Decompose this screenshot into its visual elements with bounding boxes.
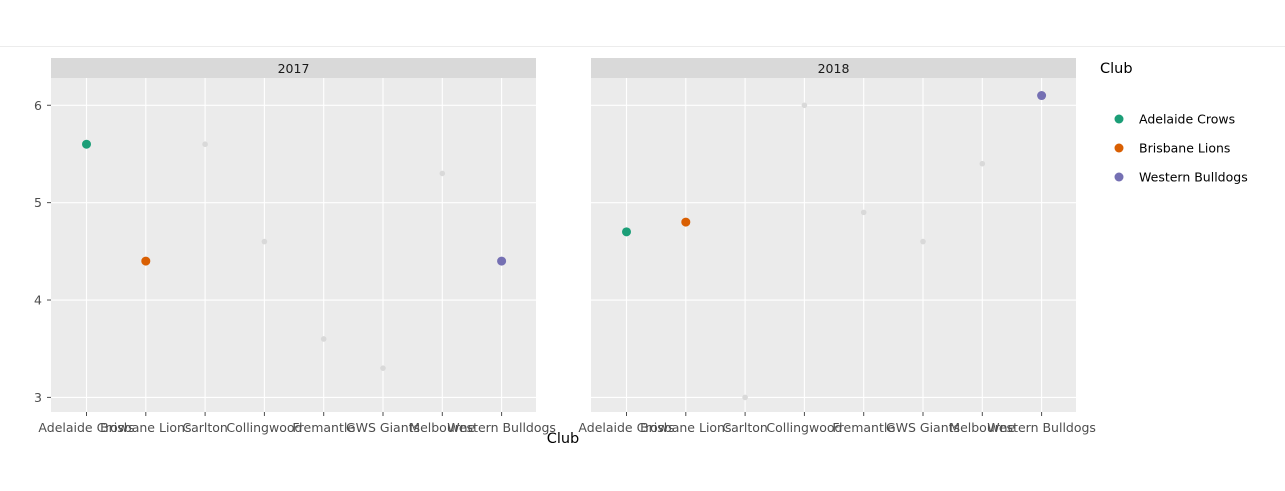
x-tick-label: Adelaide Crows: [38, 420, 134, 435]
x-tick-label: Adelaide Crows: [578, 420, 674, 435]
x-tick-label: Carlton: [722, 420, 767, 435]
data-point: [82, 139, 91, 149]
y-tick-label: 4: [34, 293, 42, 308]
legend-marker: [1114, 143, 1124, 153]
x-tick-label: Western Bulldogs: [447, 420, 556, 435]
data-point: [141, 256, 151, 266]
data-point: [497, 256, 507, 266]
data-point-muted: [860, 209, 867, 216]
facet-strip: [51, 58, 536, 78]
panel-background: [591, 78, 1076, 412]
x-tick-label: Collingwood: [766, 420, 842, 435]
legend-marker: [1114, 114, 1124, 124]
legend-label: Adelaide Crows: [1139, 112, 1235, 127]
legend-title: Club: [1100, 61, 1133, 77]
x-tick-label: Fremantle: [292, 420, 355, 435]
x-tick-label: Brisbane Lions: [640, 420, 731, 435]
x-tick-label: Western Bulldogs: [987, 420, 1096, 435]
x-tick-label: Collingwood: [226, 420, 302, 435]
data-point: [622, 227, 631, 237]
facet-strip: [591, 58, 1076, 78]
x-tick-label: Melbourne: [409, 420, 475, 435]
data-point-muted: [202, 141, 208, 148]
data-point-muted: [920, 238, 926, 245]
facet-strip-label: 2018: [818, 61, 850, 76]
data-point-muted: [439, 170, 446, 177]
y-tick-label: 6: [34, 98, 42, 113]
x-tick-label: GWS Giants: [886, 420, 960, 435]
data-point-muted: [380, 365, 386, 371]
data-point: [681, 217, 691, 227]
facet-strip-label: 2017: [278, 61, 310, 76]
top-divider: [0, 46, 1285, 47]
data-point-muted: [979, 160, 986, 167]
data-point-muted: [320, 336, 327, 342]
x-tick-label: Carlton: [182, 420, 227, 435]
legend-label: Western Bulldogs: [1139, 170, 1248, 185]
x-tick-label: Brisbane Lions: [100, 420, 191, 435]
y-tick-label: 5: [34, 195, 42, 210]
data-point-muted: [742, 394, 748, 401]
legend-marker: [1114, 172, 1124, 182]
panel-background: [51, 78, 536, 412]
y-tick-label: 3: [34, 390, 42, 405]
x-tick-label: Melbourne: [949, 420, 1015, 435]
data-point: [1037, 91, 1047, 101]
data-point-muted: [801, 102, 808, 109]
x-tick-label: Fremantle: [832, 420, 895, 435]
data-point-muted: [261, 238, 268, 245]
x-axis-title: Club: [547, 431, 580, 447]
x-tick-label: GWS Giants: [346, 420, 420, 435]
legend-label: Brisbane Lions: [1139, 141, 1230, 156]
